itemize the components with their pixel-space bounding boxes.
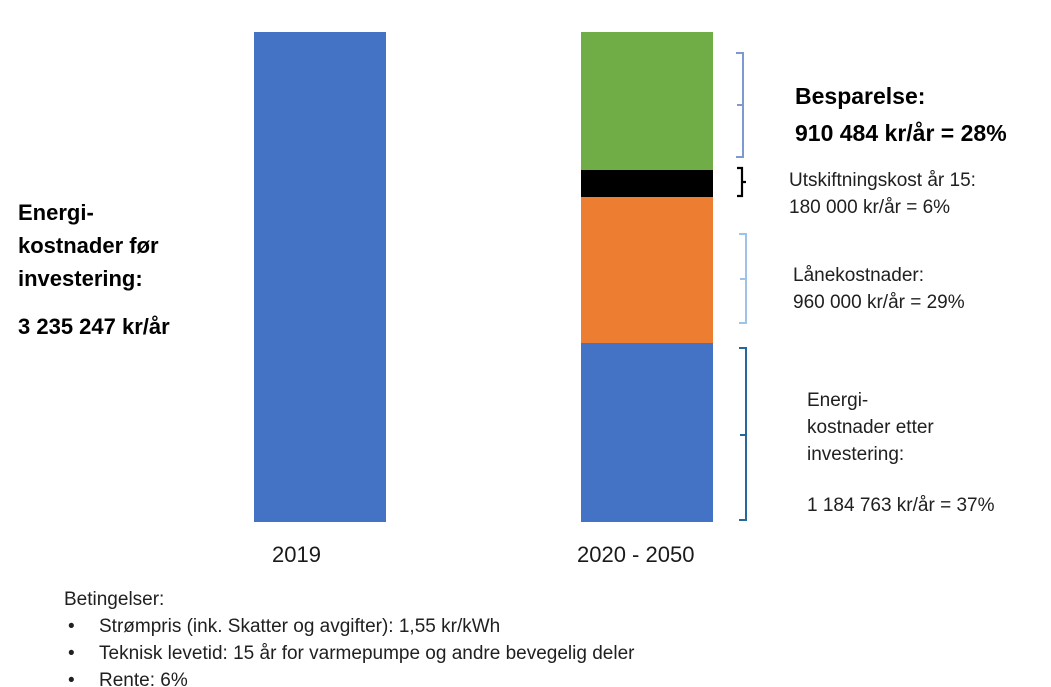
before-investment-label: Energi- kostnader før investering: 3 235…	[18, 196, 170, 343]
condition-text-1: Strømpris (ink. Skatter og avgifter): 1,…	[99, 616, 501, 637]
bar-segment-utskiftningskost	[581, 169, 713, 198]
bullet-icon: •	[68, 616, 75, 637]
condition-item: • Strømpris (ink. Skatter og avgifter): …	[64, 613, 634, 640]
bullet-icon: •	[68, 643, 75, 664]
energy-after-line2: kostnader etter	[807, 417, 934, 438]
laanekostnader-annotation: Lånekostnader: 960 000 kr/år = 29%	[793, 262, 965, 316]
energy-after-annotation: Energi- kostnader etter investering: 1 1…	[807, 387, 995, 519]
bar-segment-energikostnader-etter	[581, 342, 713, 522]
besparelse-title: Besparelse:	[795, 83, 926, 109]
bar-2020-2050	[581, 32, 713, 522]
before-investment-line3: investering:	[18, 266, 143, 291]
condition-text-2: Teknisk levetid: 15 år for varmepumpe og…	[99, 643, 635, 664]
besparelse-value: 910 484 kr/år = 28%	[795, 120, 1007, 146]
besparelse-bracket-icon	[734, 52, 746, 158]
besparelse-annotation: Besparelse: 910 484 kr/år = 28%	[795, 78, 1007, 152]
laanekostnader-bracket-icon	[737, 233, 749, 324]
laanekostnader-value: 960 000 kr/år = 29%	[793, 292, 965, 313]
condition-text-3: Rente: 6%	[99, 670, 188, 687]
x-axis-label-2020-2050: 2020 - 2050	[577, 542, 695, 567]
laanekostnader-title: Lånekostnader:	[793, 265, 924, 286]
before-investment-value: 3 235 247 kr/år	[18, 314, 170, 339]
condition-item: • Rente: 6%	[64, 667, 634, 687]
condition-item: • Teknisk levetid: 15 år for varmepumpe …	[64, 640, 634, 667]
x-axis-label-2019: 2019	[272, 542, 321, 567]
utskiftningskost-annotation: Utskiftningskost år 15: 180 000 kr/år = …	[789, 167, 976, 221]
bar-segment-besparelse	[581, 32, 713, 170]
utskiftningskost-title: Utskiftningskost år 15:	[789, 170, 976, 191]
bar-segment-laanekostnader	[581, 197, 713, 343]
bar-segment-energikostnader-foer	[254, 32, 386, 522]
energy-after-bracket-icon	[737, 347, 749, 521]
before-investment-line1: Energi-	[18, 200, 94, 225]
conditions-title: Betingelser:	[64, 589, 165, 610]
conditions-block: Betingelser: • Strømpris (ink. Skatter o…	[64, 586, 634, 687]
bullet-icon: •	[68, 670, 75, 687]
energy-after-line1: Energi-	[807, 390, 869, 411]
energy-after-value: 1 184 763 kr/år = 37%	[807, 495, 995, 516]
before-investment-line2: kostnader før	[18, 233, 159, 258]
replacement-cost-brace-icon	[734, 166, 748, 198]
energy-after-line3: investering:	[807, 444, 905, 465]
bar-2019	[254, 32, 386, 522]
utskiftningskost-value: 180 000 kr/år = 6%	[789, 197, 951, 218]
